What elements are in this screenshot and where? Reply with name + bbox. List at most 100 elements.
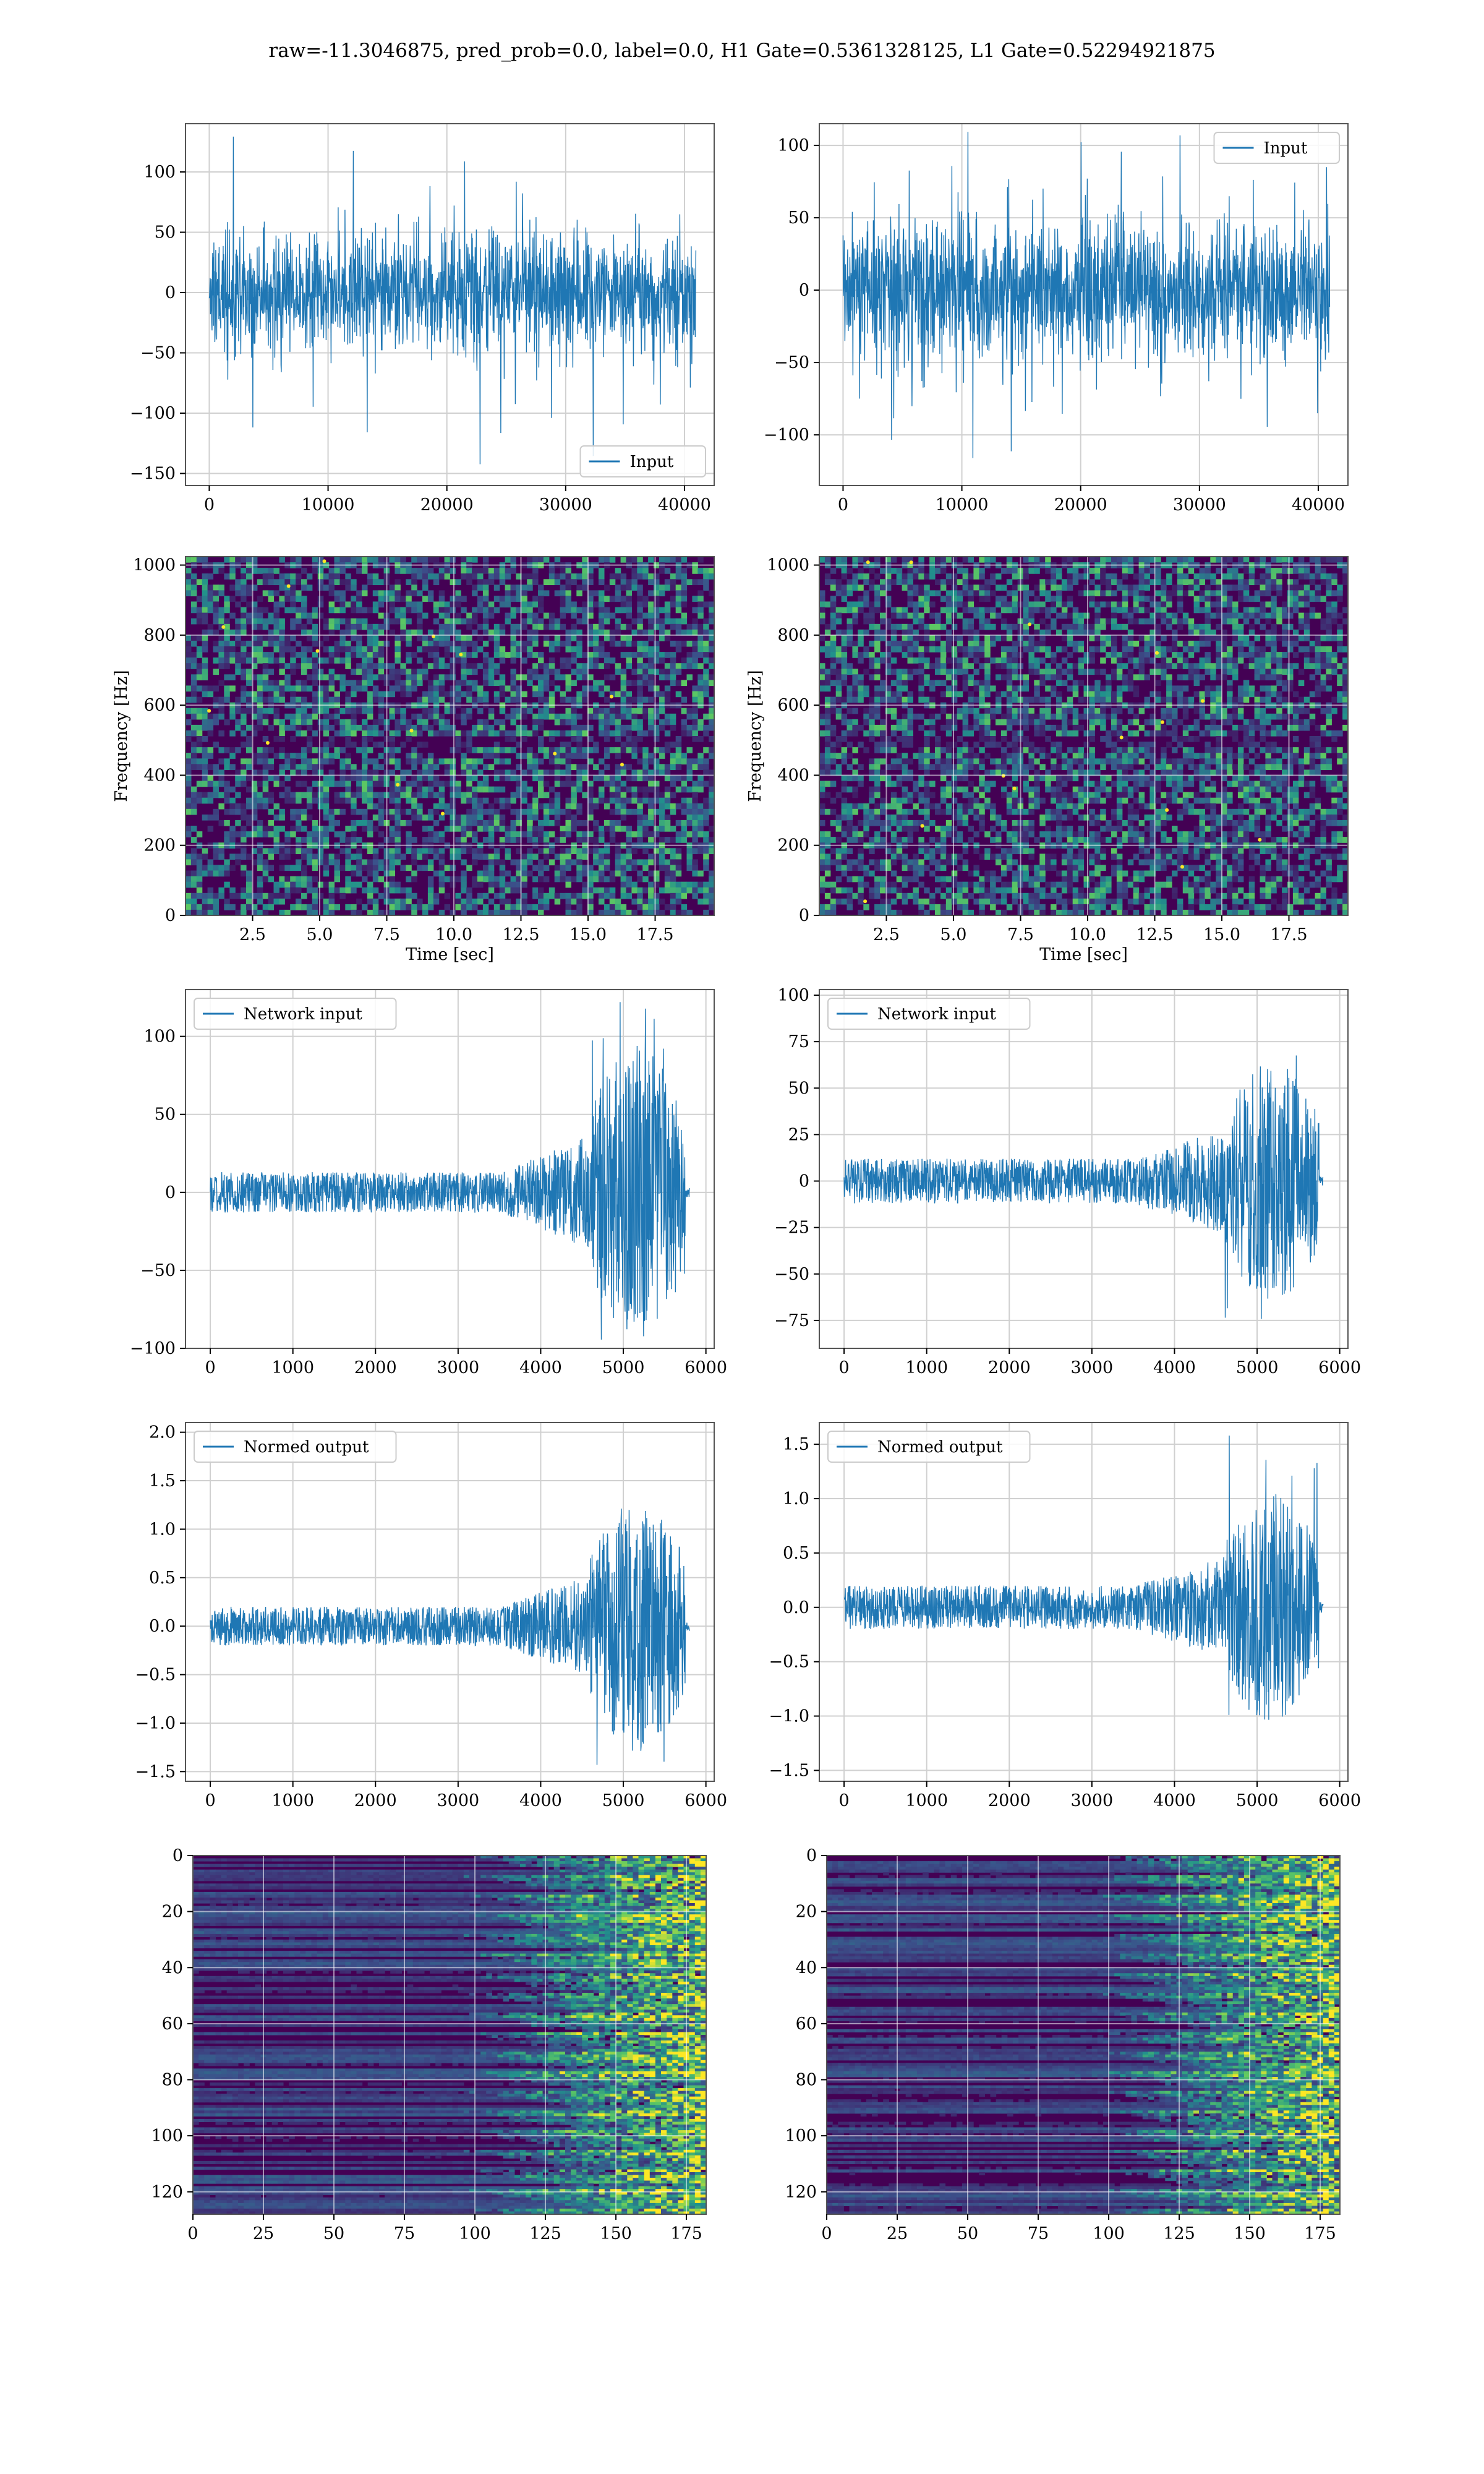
heatmap-cell — [328, 629, 335, 636]
heatmap-cell — [257, 909, 263, 915]
heatmap-cell — [406, 579, 412, 585]
heatmap-cell — [1287, 635, 1294, 641]
heatmap-cell — [603, 612, 610, 619]
heatmap-cell — [979, 590, 985, 597]
heatmap-cell — [356, 865, 362, 871]
heatmap-cell — [1023, 557, 1029, 563]
heatmap-cell — [312, 747, 318, 753]
heatmap-cell — [328, 736, 335, 742]
heatmap-cell — [648, 573, 654, 580]
heatmap-cell — [1254, 557, 1261, 563]
heatmap-cell — [461, 708, 467, 714]
heatmap-cell — [372, 646, 379, 653]
heatmap-cell — [1155, 601, 1161, 608]
heatmap-cell — [477, 758, 484, 764]
heatmap-cell — [576, 635, 582, 641]
heatmap-cell — [433, 730, 440, 737]
heatmap-cell — [224, 865, 230, 871]
heatmap-cell — [830, 646, 837, 653]
heatmap-cell — [697, 640, 704, 647]
heatmap-cell — [323, 730, 330, 737]
heatmap-cell — [345, 640, 351, 647]
heatmap-cell — [587, 573, 594, 580]
heatmap-cell — [709, 568, 714, 574]
heatmap-cell — [516, 837, 522, 843]
heatmap-cell — [538, 601, 544, 608]
heatmap-cell — [273, 623, 279, 630]
heatmap-cell — [477, 607, 484, 614]
heatmap-cell — [1133, 601, 1140, 608]
heatmap-cell — [670, 781, 676, 787]
heatmap-cell — [593, 657, 599, 664]
heatmap-cell — [659, 803, 665, 810]
heatmap-cell — [284, 764, 291, 770]
heatmap-cell — [356, 669, 362, 675]
heatmap-cell — [422, 826, 429, 832]
heatmap-cell — [709, 826, 714, 832]
heatmap-cell — [1260, 623, 1266, 630]
heatmap-cell — [560, 808, 566, 815]
heatmap-cell — [548, 769, 555, 776]
heatmap-cell — [400, 719, 406, 726]
heatmap-cell — [819, 601, 825, 608]
heatmap-cell — [351, 742, 357, 748]
heatmap-cell — [262, 713, 269, 720]
heatmap-cell — [819, 557, 825, 563]
heatmap-cell — [422, 669, 429, 675]
heatmap-cell — [246, 775, 252, 782]
heatmap-cell — [472, 859, 478, 866]
heatmap-cell — [505, 573, 511, 580]
heatmap-cell — [466, 786, 472, 793]
heatmap-cell — [389, 854, 395, 860]
heatmap-cell — [709, 724, 714, 731]
heatmap-cell — [224, 601, 230, 608]
heatmap-cell — [582, 573, 588, 580]
heatmap-cell — [235, 635, 241, 641]
heatmap-cell — [637, 601, 643, 608]
heatmap-cell — [830, 640, 837, 647]
heatmap-cell — [417, 769, 423, 776]
heatmap-cell — [186, 663, 192, 669]
heatmap-cell — [571, 814, 577, 821]
heatmap-cell — [703, 629, 709, 636]
heatmap-cell — [246, 652, 252, 658]
heatmap-cell — [918, 623, 924, 630]
heatmap-cell — [1039, 590, 1046, 597]
heatmap-cell — [990, 640, 996, 647]
heatmap-cell — [246, 657, 252, 664]
heatmap-cell — [1271, 635, 1277, 641]
heatmap-cell — [582, 691, 588, 698]
heatmap-cell — [367, 898, 373, 905]
heatmap-cell — [186, 786, 192, 793]
heatmap-cell — [472, 808, 478, 815]
heatmap-cell — [1166, 618, 1172, 625]
heatmap-cell — [196, 758, 203, 764]
heatmap-cell — [362, 584, 368, 591]
heatmap-cell — [571, 652, 577, 658]
heatmap-cell — [642, 797, 649, 804]
heatmap-cell — [312, 708, 318, 714]
heatmap-cell — [543, 854, 550, 860]
heatmap-cell — [565, 865, 571, 871]
heatmap-cell — [543, 623, 550, 630]
heatmap-cell — [1320, 557, 1326, 563]
heatmap-cell — [461, 568, 467, 574]
heatmap-cell — [301, 837, 307, 843]
heatmap-cell — [186, 753, 192, 759]
heatmap-cell — [637, 887, 643, 894]
heatmap-cell — [450, 579, 456, 585]
heatmap-cell — [422, 769, 429, 776]
heatmap-cell — [444, 618, 451, 625]
heatmap-cell — [587, 652, 594, 658]
heatmap-cell — [1260, 607, 1266, 614]
heatmap-cell — [422, 573, 429, 580]
heatmap-cell — [345, 623, 351, 630]
heatmap-cell — [356, 775, 362, 782]
heatmap-cell — [510, 797, 516, 804]
heatmap-cell — [196, 742, 203, 748]
heatmap-cell — [1342, 579, 1348, 585]
heatmap-cell — [516, 708, 522, 714]
heatmap-cell — [1276, 607, 1282, 614]
heatmap-cell — [472, 831, 478, 837]
heatmap-cell — [1023, 629, 1029, 636]
